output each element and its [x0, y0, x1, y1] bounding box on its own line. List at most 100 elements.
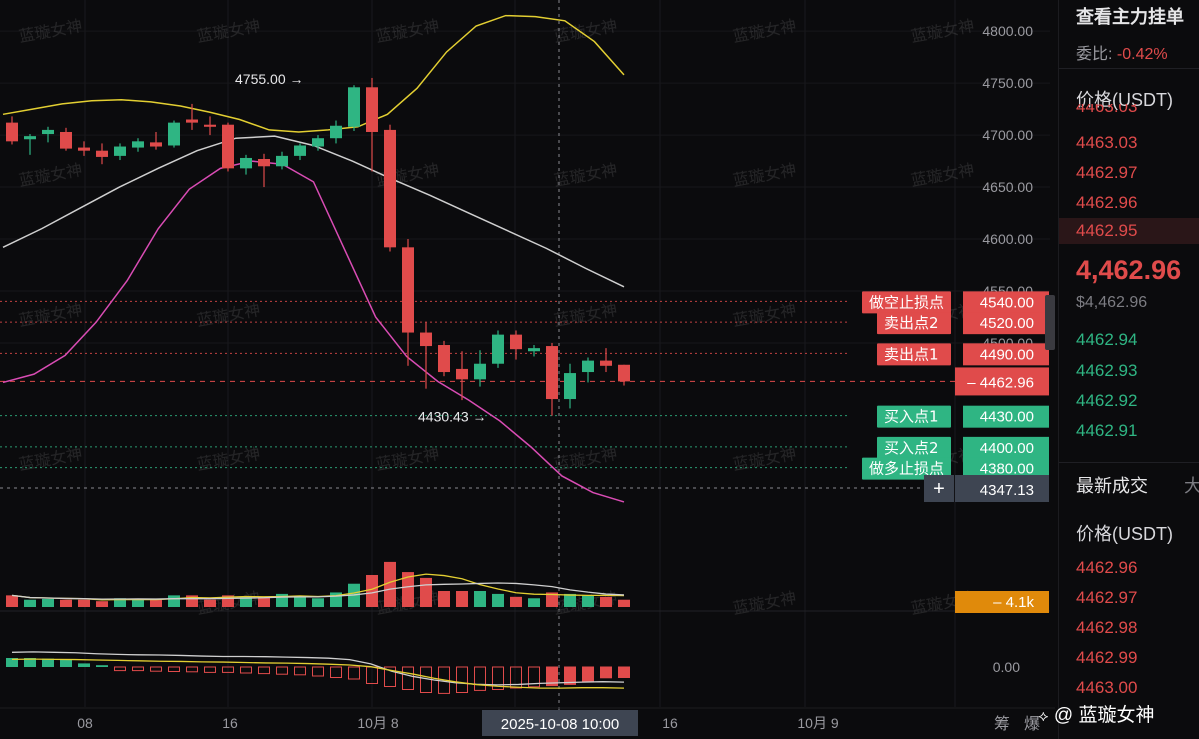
bid-row[interactable]: 4462.92	[1076, 391, 1138, 410]
candle-body	[96, 150, 108, 157]
candle-body	[618, 364, 630, 382]
candle-body	[168, 122, 180, 146]
candle	[384, 124, 396, 252]
ratio-value: -0.42%	[1116, 46, 1168, 63]
current-price-tag: – 4462.96	[955, 295, 1055, 396]
candle-body	[204, 124, 216, 127]
candle-body	[258, 159, 270, 167]
watermark-text: 蓝璇女神	[552, 444, 618, 474]
price-line-value: 4430.00	[980, 409, 1034, 426]
watermark-text: 蓝璇女神	[17, 444, 83, 474]
volume-bar	[420, 577, 432, 607]
watermark-text: 蓝璇女神	[17, 300, 83, 330]
candle	[510, 330, 522, 360]
volume-bar	[492, 593, 504, 607]
candle-body	[600, 360, 612, 366]
macd-dea-line	[11, 658, 625, 689]
macd-bar	[258, 666, 270, 675]
candle-body	[582, 360, 594, 373]
trades-size-toggle[interactable]: 大	[1184, 476, 1199, 496]
candle	[564, 363, 576, 409]
ask-row[interactable]: 4462.95	[1059, 218, 1199, 244]
volume-bar	[114, 598, 126, 607]
macd-bar	[492, 666, 504, 690]
candle-body	[240, 157, 252, 169]
candle	[546, 342, 558, 416]
bid-row[interactable]: 4462.94	[1076, 330, 1138, 349]
ask-row[interactable]: 4462.97	[1076, 163, 1138, 182]
watermark-text: 蓝璇女神	[374, 16, 440, 46]
bid-row[interactable]: 4462.93	[1076, 361, 1138, 380]
price-header: 价格(USDT)	[1076, 90, 1173, 110]
trade-row: 4462.98	[1076, 618, 1138, 637]
macd-bar	[78, 663, 90, 667]
x-tick-label: 10月 9	[797, 715, 838, 731]
volume-bar	[258, 596, 270, 607]
volume-ma-line	[11, 582, 625, 600]
bid-row[interactable]: 4462.91	[1076, 421, 1138, 440]
candle-body	[294, 145, 306, 156]
candle	[438, 340, 450, 377]
macd-bar	[168, 666, 180, 672]
price-line-value: 4540.00	[980, 294, 1034, 311]
boll-upper-line	[2, 14, 625, 133]
order-book-title[interactable]: 查看主力挂单	[1076, 7, 1184, 27]
candle	[420, 322, 432, 389]
order-book-panel: 查看主力挂单 委比: -0.42% 价格(USDT) 4463.03 4462.9…	[1058, 0, 1199, 739]
current-price-value: – 4462.96	[967, 374, 1034, 391]
add-alert-button[interactable]	[924, 475, 954, 502]
hover-price-box	[955, 475, 1049, 502]
chart-area[interactable]: 蓝璇女神 蓝璇女神 蓝璇女神 蓝璇女神 蓝璇女神 蓝璇女神 蓝璇女神 蓝璇女神 蓝璇女神 蓝璇女神…	[0, 0, 1055, 739]
price-line-value-box	[963, 436, 1049, 459]
candle-body	[366, 87, 378, 132]
price-line-value: 4520.00	[980, 315, 1034, 332]
candle-body	[114, 146, 126, 156]
candle-body	[492, 334, 504, 364]
macd-bar	[24, 658, 36, 667]
price-line-tag: 做多止损点 4380.00	[862, 457, 1049, 480]
candle	[204, 116, 216, 136]
candle	[96, 143, 108, 165]
candle-body	[546, 346, 558, 400]
volume-bar	[510, 596, 522, 607]
price-line-label: 卖出点1	[884, 345, 939, 363]
volume-bar	[150, 600, 162, 607]
macd-bar	[384, 666, 396, 687]
candle	[492, 330, 504, 368]
brand-prefix: @	[1053, 705, 1074, 726]
macd-bar	[222, 666, 234, 673]
volume-badge-box	[955, 591, 1049, 613]
candle-body	[222, 124, 234, 169]
candle-body	[78, 147, 90, 151]
volume-bar	[96, 601, 108, 607]
candle-body	[42, 129, 54, 135]
chip-distribution-icon[interactable]: 筹	[994, 714, 1010, 733]
watermark-text: 蓝璇女神	[731, 588, 797, 618]
latest-trades-title[interactable]: 最新成交	[1076, 476, 1148, 496]
candle	[132, 138, 144, 152]
candle	[186, 103, 198, 130]
price-line-label: 卖出点2	[884, 314, 939, 332]
diamond-icon: ⟡	[1038, 708, 1049, 725]
volume-bar	[42, 598, 54, 607]
volume-bar	[456, 590, 468, 607]
liquidation-icon[interactable]: 爆	[1024, 714, 1040, 733]
watermark-text: 蓝璇女神	[731, 16, 797, 46]
volume-bar	[24, 599, 36, 607]
ask-row[interactable]: 4463.03	[1076, 133, 1138, 152]
candle-body	[402, 247, 414, 333]
volume-ma-line	[11, 573, 625, 601]
last-price: 4,462.96	[1076, 255, 1182, 285]
macd-bar	[618, 666, 630, 678]
watermark-text: 蓝璇女神	[17, 16, 83, 46]
ask-row[interactable]: 4462.96	[1076, 193, 1138, 212]
price-line-tag: 做空止损点 4540.00	[862, 291, 1049, 314]
volume-bar	[600, 596, 612, 607]
volume-bar	[402, 572, 414, 607]
volume-bar	[186, 595, 198, 607]
watermark-text: 蓝璇女神	[374, 444, 440, 474]
volume-bar	[312, 598, 324, 607]
candle	[24, 134, 36, 155]
candle-body	[528, 348, 540, 352]
